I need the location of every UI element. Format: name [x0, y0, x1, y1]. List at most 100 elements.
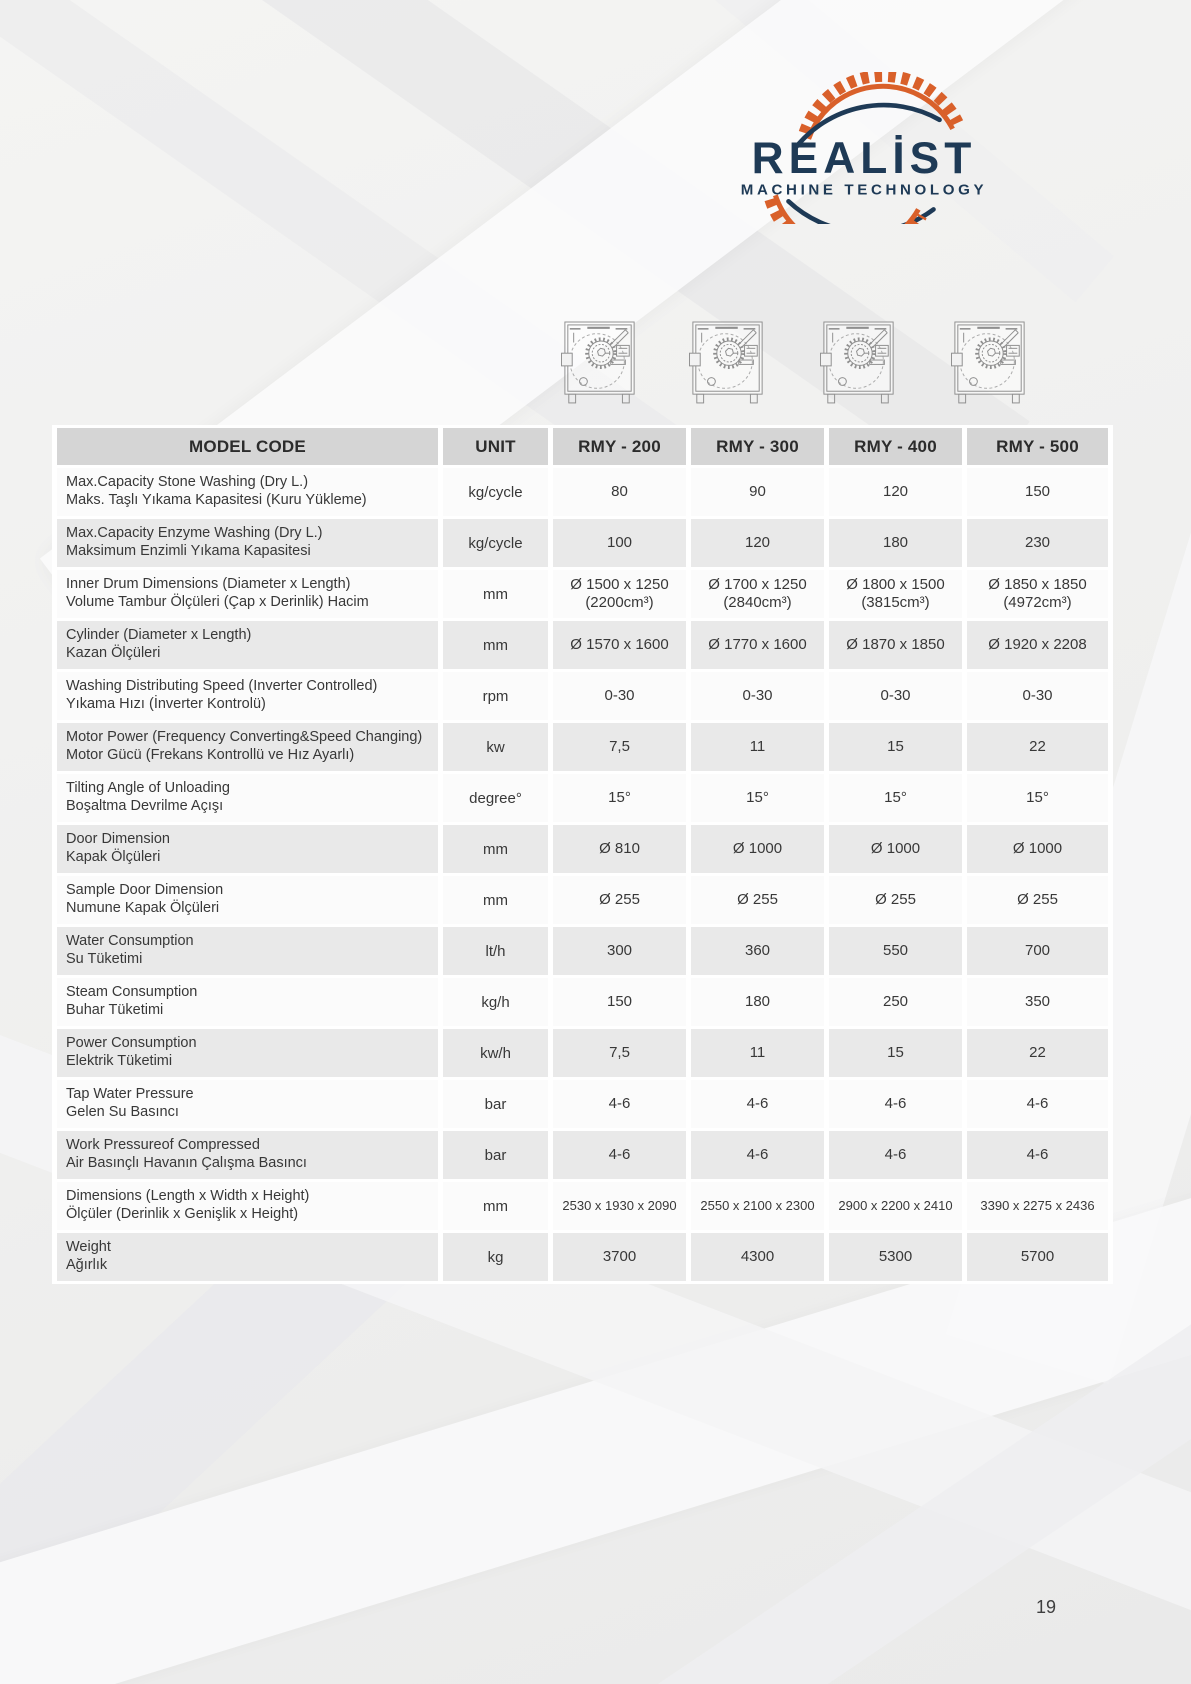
col-header-rmy-200: RMY - 200 [553, 428, 686, 465]
spec-value: 0-30 [553, 672, 686, 720]
spec-value: Ø 1500 x 1250 (2200cm³) [553, 570, 686, 618]
spec-value: 150 [553, 978, 686, 1026]
table-row: Cylinder (Diameter x Length) Kazan Ölçül… [57, 621, 1108, 669]
spec-value: 700 [967, 927, 1108, 975]
spec-value: 4-6 [829, 1080, 962, 1128]
spec-value: 350 [967, 978, 1108, 1026]
spec-unit: kw [443, 723, 548, 771]
spec-label-tr: Ağırlık [66, 1257, 108, 1273]
spec-value: Ø 255 [553, 876, 686, 924]
spec-label-en: Max.Capacity Stone Washing (Dry L.) [66, 474, 309, 491]
spec-label-en: Washing Distributing Speed (Inverter Con… [66, 678, 378, 695]
spec-value: 15° [691, 774, 824, 822]
spec-value: 80 [553, 468, 686, 516]
spec-value: Ø 1800 x 1500 (3815cm³) [829, 570, 962, 618]
spec-label-tr: Air Basınçlı Havanın Çalışma Basıncı [66, 1155, 307, 1171]
spec-value: 22 [967, 723, 1108, 771]
spec-value: 7,5 [553, 1029, 686, 1077]
spec-value: 3700 [553, 1233, 686, 1281]
spec-label-tr: Maksimum Enzimli Yıkama Kapasitesi [66, 543, 311, 559]
spec-label-tr: Motor Gücü (Frekans Kontrollü ve Hız Aya… [66, 747, 355, 763]
spec-label-tr: Numune Kapak Ölçüleri [66, 900, 220, 916]
table-row: Sample Door Dimension Numune Kapak Ölçül… [57, 876, 1108, 924]
spec-value: 5300 [829, 1233, 962, 1281]
spec-value: 4-6 [553, 1131, 686, 1179]
table-row: Tilting Angle of Unloading Boşaltma Devr… [57, 774, 1108, 822]
spec-value: 15 [829, 723, 962, 771]
col-header-rmy-500: RMY - 500 [967, 428, 1108, 465]
spec-label-tr: Su Tüketimi [66, 951, 143, 967]
spec-unit: kg/h [443, 978, 548, 1026]
spec-value: Ø 1700 x 1250 (2840cm³) [691, 570, 824, 618]
spec-value: 0-30 [967, 672, 1108, 720]
spec-value: 2900 x 2200 x 2410 [829, 1182, 962, 1230]
spec-label-tr: Kapak Ölçüleri [66, 849, 161, 865]
spec-value: 22 [967, 1029, 1108, 1077]
spec-value: 180 [829, 519, 962, 567]
spec-value: 7,5 [553, 723, 686, 771]
spec-label-tr: Buhar Tüketimi [66, 1002, 164, 1018]
spec-value: 5700 [967, 1233, 1108, 1281]
spec-value: 4-6 [829, 1131, 962, 1179]
spec-unit: bar [443, 1131, 548, 1179]
spec-label-tr: Kazan Ölçüleri [66, 645, 161, 661]
table-row: Door Dimension Kapak Ölçüleri mm Ø 810 Ø… [57, 825, 1108, 873]
spec-value: 15° [967, 774, 1108, 822]
spec-unit: kw/h [443, 1029, 548, 1077]
spec-value: 300 [553, 927, 686, 975]
spec-label-en: Motor Power (Frequency Converting&Speed … [66, 729, 423, 746]
table-row: Max.Capacity Enzyme Washing (Dry L.) Mak… [57, 519, 1108, 567]
spec-value: 2550 x 2100 x 2300 [691, 1182, 824, 1230]
table-row: Dimensions (Length x Width x Height) Ölç… [57, 1182, 1108, 1230]
brand-logo: REALİST MACHINE TECHNOLOGY [718, 69, 1010, 264]
spec-unit: kg [443, 1233, 548, 1281]
spec-value: 15° [829, 774, 962, 822]
spec-unit: mm [443, 876, 548, 924]
background-diagonal-band [601, 1274, 1191, 1684]
spec-value: Ø 810 [553, 825, 686, 873]
spec-label-en: Max.Capacity Enzyme Washing (Dry L.) [66, 525, 323, 542]
spec-value: 120 [691, 519, 824, 567]
spec-value: 0-30 [691, 672, 824, 720]
spec-value: 11 [691, 723, 824, 771]
spec-value: 11 [691, 1029, 824, 1077]
spec-unit: bar [443, 1080, 548, 1128]
col-header-rmy-300: RMY - 300 [691, 428, 824, 465]
spec-value: 120 [829, 468, 962, 516]
machine-technical-drawing-icon [689, 316, 767, 406]
table-row: Max.Capacity Stone Washing (Dry L.) Maks… [57, 468, 1108, 516]
col-header-rmy-400: RMY - 400 [829, 428, 962, 465]
spec-value: Ø 1000 [967, 825, 1108, 873]
spec-value: 2530 x 1930 x 2090 [553, 1182, 686, 1230]
spec-value: 4-6 [967, 1080, 1108, 1128]
table-row: Work Pressureof Compressed Air Basınçlı … [57, 1131, 1108, 1179]
spec-value: 90 [691, 468, 824, 516]
spec-unit: degree° [443, 774, 548, 822]
spec-value: 180 [691, 978, 824, 1026]
spec-value: Ø 1850 x 1850 (4972cm³) [967, 570, 1108, 618]
spec-label-tr: Volume Tambur Ölçüleri (Çap x Derinlik) … [66, 594, 369, 610]
spec-value: Ø 1770 x 1600 [691, 621, 824, 669]
spec-unit: mm [443, 621, 548, 669]
spec-unit: mm [443, 570, 548, 618]
spec-label-en: Inner Drum Dimensions (Diameter x Length… [66, 576, 351, 593]
table-row: Water Consumption Su Tüketimi lt/h 300 3… [57, 927, 1108, 975]
table-row: Weight Ağırlık kg 3700 4300 5300 5700 [57, 1233, 1108, 1281]
spec-label-tr: Maks. Taşlı Yıkama Kapasitesi (Kuru Yükl… [66, 492, 367, 508]
spec-value: 3390 x 2275 x 2436 [967, 1182, 1108, 1230]
spec-value: 100 [553, 519, 686, 567]
table-row: Washing Distributing Speed (Inverter Con… [57, 672, 1108, 720]
spec-value: 150 [967, 468, 1108, 516]
col-header-unit: UNIT [443, 428, 548, 465]
spec-label-en: Weight [66, 1239, 111, 1256]
spec-label-tr: Boşaltma Devrilme Açışı [66, 798, 224, 814]
spec-value: 4-6 [691, 1131, 824, 1179]
spec-value: 550 [829, 927, 962, 975]
machine-technical-drawing-icon [951, 316, 1029, 406]
spec-value: Ø 1870 x 1850 [829, 621, 962, 669]
machine-technical-drawing-icon [820, 316, 898, 406]
spec-unit: mm [443, 825, 548, 873]
spec-value: 360 [691, 927, 824, 975]
spec-label-tr: Ölçüler (Derinlik x Genişlik x Height) [66, 1206, 299, 1222]
spec-value: Ø 1920 x 2208 [967, 621, 1108, 669]
